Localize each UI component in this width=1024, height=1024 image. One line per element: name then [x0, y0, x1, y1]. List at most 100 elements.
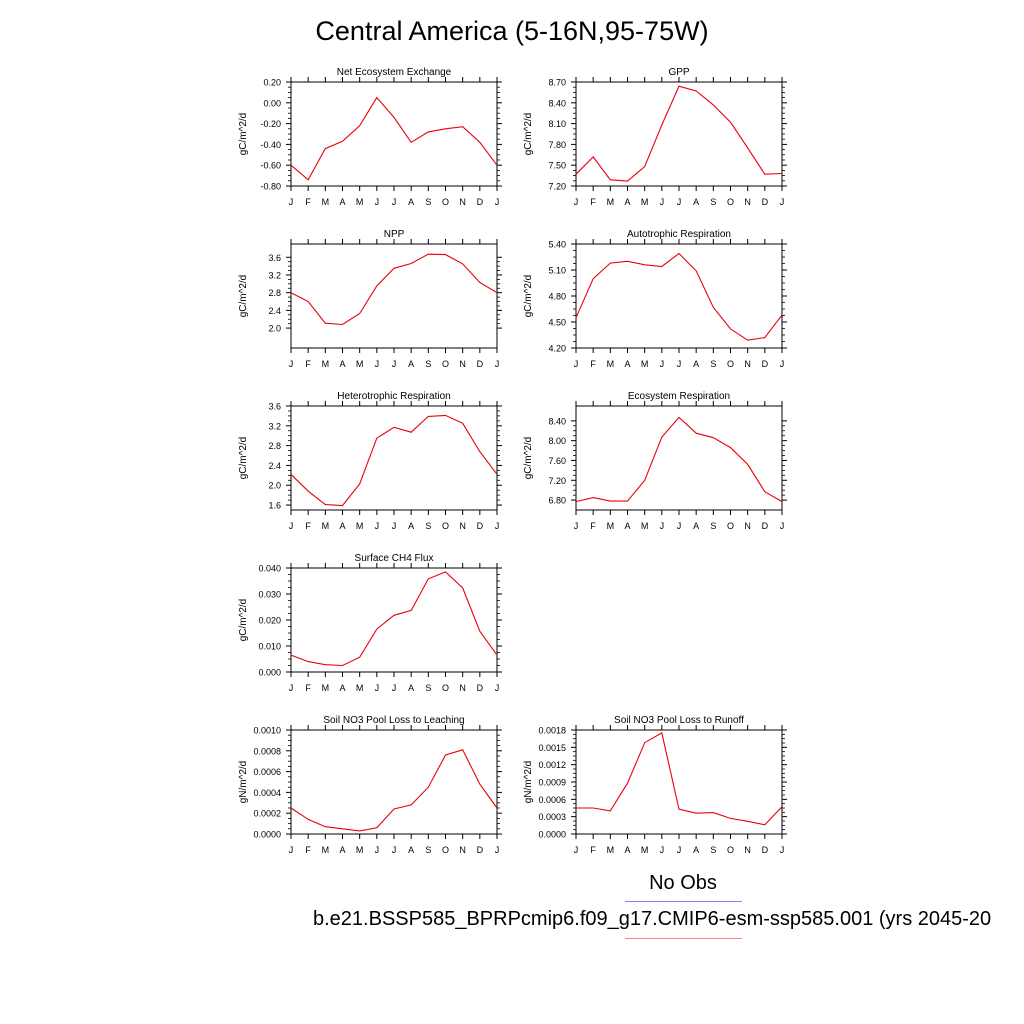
- y-tick-label: 0.0015: [538, 743, 566, 753]
- y-tick-label: 0.0000: [538, 830, 566, 840]
- x-tick-label: S: [710, 359, 716, 369]
- x-tick-label: J: [495, 845, 500, 855]
- x-tick-label: M: [322, 359, 330, 369]
- x-tick-label: M: [607, 359, 615, 369]
- y-tick-label: 0.00: [263, 98, 281, 108]
- x-tick-label: J: [780, 197, 785, 207]
- plot-frame: [290, 567, 498, 673]
- x-tick-label: O: [727, 845, 734, 855]
- x-tick-label: D: [762, 521, 769, 531]
- x-tick-label: S: [425, 845, 431, 855]
- y-tick-label: 0.0006: [253, 767, 281, 777]
- x-tick-label: A: [339, 521, 345, 531]
- y-axis-label: gN/m^2/d: [238, 761, 249, 804]
- y-tick-label: 4.80: [548, 292, 566, 302]
- y-tick-label: 0.20: [263, 78, 281, 88]
- y-tick-label: 8.70: [548, 78, 566, 88]
- y-axis-label: gC/m^2/d: [238, 113, 249, 156]
- x-tick-label: J: [392, 521, 397, 531]
- x-tick-label: O: [442, 197, 449, 207]
- y-tick-label: 5.10: [548, 266, 566, 276]
- series-line: [290, 571, 498, 667]
- panel-title: GPP: [668, 67, 689, 78]
- plot-frame: [290, 729, 498, 835]
- x-tick-label: S: [425, 197, 431, 207]
- y-tick-label: 8.10: [548, 119, 566, 129]
- x-tick-label: M: [322, 521, 330, 531]
- x-tick-label: J: [574, 845, 579, 855]
- x-tick-label: F: [305, 845, 311, 855]
- x-tick-label: A: [339, 845, 345, 855]
- x-tick-label: D: [762, 845, 769, 855]
- y-tick-label: 0.000: [258, 668, 281, 678]
- x-tick-label: F: [590, 521, 596, 531]
- x-tick-label: F: [305, 683, 311, 693]
- x-tick-label: N: [459, 683, 466, 693]
- y-tick-label: 3.2: [268, 421, 281, 431]
- plot-frame: [290, 243, 498, 349]
- x-tick-label: A: [693, 197, 699, 207]
- x-tick-label: N: [459, 521, 466, 531]
- x-tick-label: J: [392, 359, 397, 369]
- x-tick-label: M: [641, 197, 649, 207]
- x-tick-label: M: [356, 845, 364, 855]
- x-tick-label: M: [356, 521, 364, 531]
- y-axis-label: gC/m^2/d: [238, 275, 249, 318]
- y-tick-label: 7.20: [548, 182, 566, 192]
- plot-frame: [575, 243, 783, 349]
- y-tick-label: 0.040: [258, 564, 281, 574]
- y-tick-label: 8.40: [548, 98, 566, 108]
- y-tick-label: 7.60: [548, 456, 566, 466]
- y-tick-label: 1.6: [268, 501, 281, 511]
- x-tick-label: A: [624, 359, 630, 369]
- x-tick-label: A: [408, 197, 414, 207]
- x-tick-label: J: [780, 521, 785, 531]
- y-axis-label: gC/m^2/d: [523, 113, 534, 156]
- y-tick-label: 2.0: [268, 481, 281, 491]
- x-tick-label: O: [442, 521, 449, 531]
- x-tick-label: S: [425, 521, 431, 531]
- y-axis-label: gC/m^2/d: [238, 599, 249, 642]
- legend-obs-label: No Obs: [649, 872, 717, 894]
- x-tick-label: A: [693, 845, 699, 855]
- x-tick-label: D: [477, 683, 484, 693]
- x-tick-label: O: [442, 359, 449, 369]
- x-tick-label: A: [693, 359, 699, 369]
- y-tick-label: 0.0006: [538, 795, 566, 805]
- y-tick-label: 4.20: [548, 344, 566, 354]
- x-tick-label: M: [607, 521, 615, 531]
- y-tick-label: 0.0008: [253, 746, 281, 756]
- y-tick-label: -0.60: [260, 161, 281, 171]
- y-tick-label: 2.8: [268, 288, 281, 298]
- legend-run-label: b.e21.BSSP585_BPRPcmip6.f09_g17.CMIP6-es…: [313, 908, 992, 930]
- x-tick-label: S: [710, 197, 716, 207]
- x-tick-label: J: [780, 845, 785, 855]
- x-tick-label: N: [744, 359, 751, 369]
- x-tick-label: J: [574, 521, 579, 531]
- x-tick-label: J: [392, 683, 397, 693]
- x-tick-label: J: [495, 683, 500, 693]
- y-axis-label: gC/m^2/d: [523, 437, 534, 480]
- x-tick-label: J: [677, 359, 682, 369]
- x-tick-label: J: [289, 521, 294, 531]
- panel-title: Soil NO3 Pool Loss to Leaching: [323, 715, 464, 726]
- x-tick-label: O: [727, 359, 734, 369]
- plot-frame: [575, 81, 783, 187]
- x-tick-label: D: [477, 845, 484, 855]
- y-tick-label: 2.0: [268, 324, 281, 334]
- x-tick-label: A: [408, 359, 414, 369]
- y-tick-label: 0.010: [258, 642, 281, 652]
- x-tick-label: A: [624, 197, 630, 207]
- x-tick-label: J: [677, 521, 682, 531]
- y-tick-label: 7.50: [548, 161, 566, 171]
- x-tick-label: J: [495, 197, 500, 207]
- x-tick-label: N: [744, 197, 751, 207]
- y-axis-label: gN/m^2/d: [523, 761, 534, 804]
- panel-title: NPP: [384, 229, 405, 240]
- x-tick-label: M: [356, 197, 364, 207]
